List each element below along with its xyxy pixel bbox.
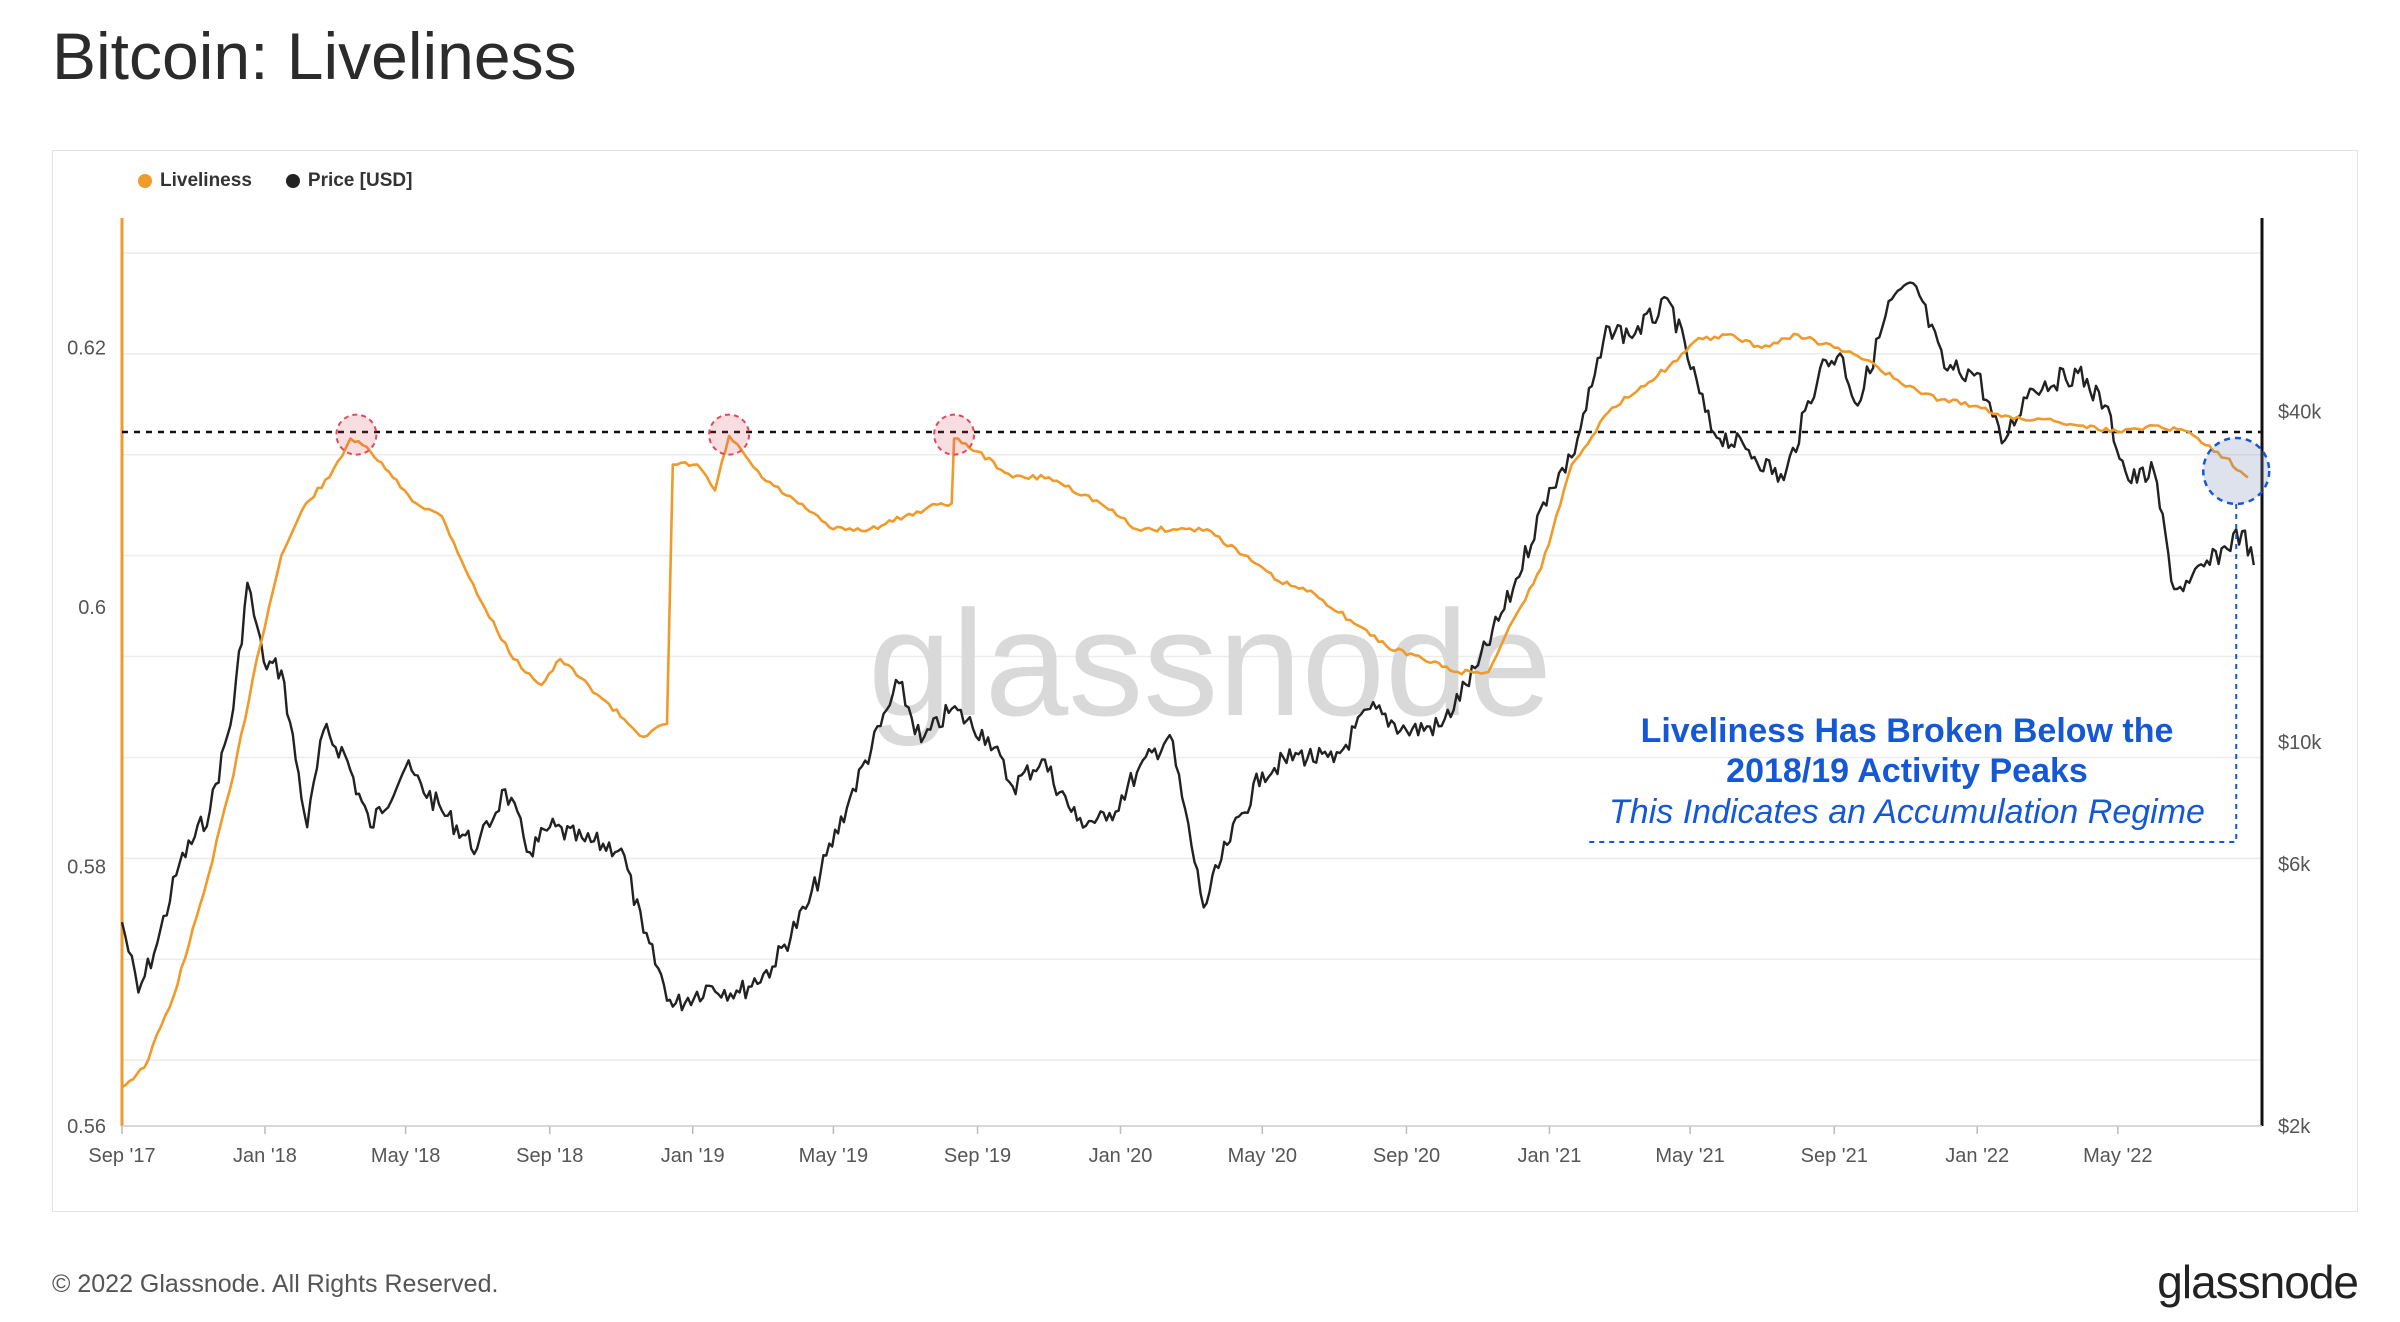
x-tick-label: Jan '20 [1089, 1145, 1153, 1167]
x-tick-label: May '21 [1655, 1145, 1724, 1167]
x-tick-label: Jan '18 [233, 1145, 297, 1167]
legend-item-price[interactable]: Price [USD] [285, 170, 413, 192]
x-tick-label: Jan '19 [661, 1145, 725, 1167]
liveliness-series [121, 332, 2249, 1089]
annotation-line-1: Liveliness Has Broken Below the [1641, 712, 2174, 750]
x-tick-label: Jan '22 [1945, 1145, 2009, 1167]
annotation-line-2: 2018/19 Activity Peaks [1726, 752, 2088, 790]
x-tick-label: Sep '20 [1373, 1145, 1440, 1167]
y-left-tick-label: 0.56 [67, 1116, 106, 1138]
copyright-text: © 2022 Glassnode. All Rights Reserved. [52, 1270, 499, 1298]
x-tick-label: Sep '19 [944, 1145, 1011, 1167]
x-tick-label: Sep '21 [1801, 1145, 1868, 1167]
chart-legend: Liveliness Price [USD] [138, 170, 412, 192]
peak-highlight-circle [933, 413, 976, 456]
legend-label-liveliness: Liveliness [160, 170, 252, 191]
page-title: Bitcoin: Liveliness [52, 19, 577, 93]
axes: Sep '17 Jan '18 May '18 Sep '18 Jan '19 May '… [67, 218, 2322, 1167]
peak-highlight-circle [708, 413, 751, 456]
legend-item-liveliness[interactable]: Liveliness [138, 170, 252, 192]
chart-frame [52, 150, 2358, 1212]
x-tick-label: Sep '18 [516, 1145, 583, 1167]
y-right-tick-label: $40k [2278, 401, 2322, 423]
annotation: Liveliness Has Broken Below the 2018/19 … [1587, 503, 2238, 843]
x-tick-label: May '20 [1228, 1145, 1297, 1167]
price-series [120, 281, 2255, 1012]
breakdown-highlight-circle [2201, 436, 2271, 506]
x-tick-label: May '22 [2083, 1145, 2152, 1167]
x-tick-label: May '19 [799, 1145, 868, 1167]
y-right-tick-label: $10k [2278, 732, 2322, 754]
annotation-connector [1587, 503, 2238, 843]
legend-dot-price [285, 174, 300, 188]
x-tick-label: Jan '21 [1518, 1145, 1582, 1167]
legend-dot-liveliness [138, 174, 152, 188]
y-right-tick-label: $6k [2278, 854, 2311, 876]
x-tick-label: Sep '17 [88, 1145, 155, 1167]
y-right-tick-label: $2k [2278, 1116, 2311, 1138]
y-left-tick-label: 0.62 [67, 338, 106, 360]
legend-label-price: Price [USD] [307, 170, 413, 191]
gridlines [122, 252, 2262, 1061]
y-left-tick-label: 0.6 [78, 597, 106, 619]
price-line [120, 281, 2255, 1012]
glassnode-logo: glassnode [2157, 1256, 2359, 1308]
y-left-tick-label: 0.58 [67, 857, 106, 879]
liveliness-line [121, 332, 2249, 1089]
peak-highlight-circle [335, 413, 378, 456]
x-tick-label: May '18 [371, 1145, 440, 1167]
annotation-line-3: This Indicates an Accumulation Regime [1609, 793, 2205, 831]
highlight-markers [335, 413, 2271, 506]
